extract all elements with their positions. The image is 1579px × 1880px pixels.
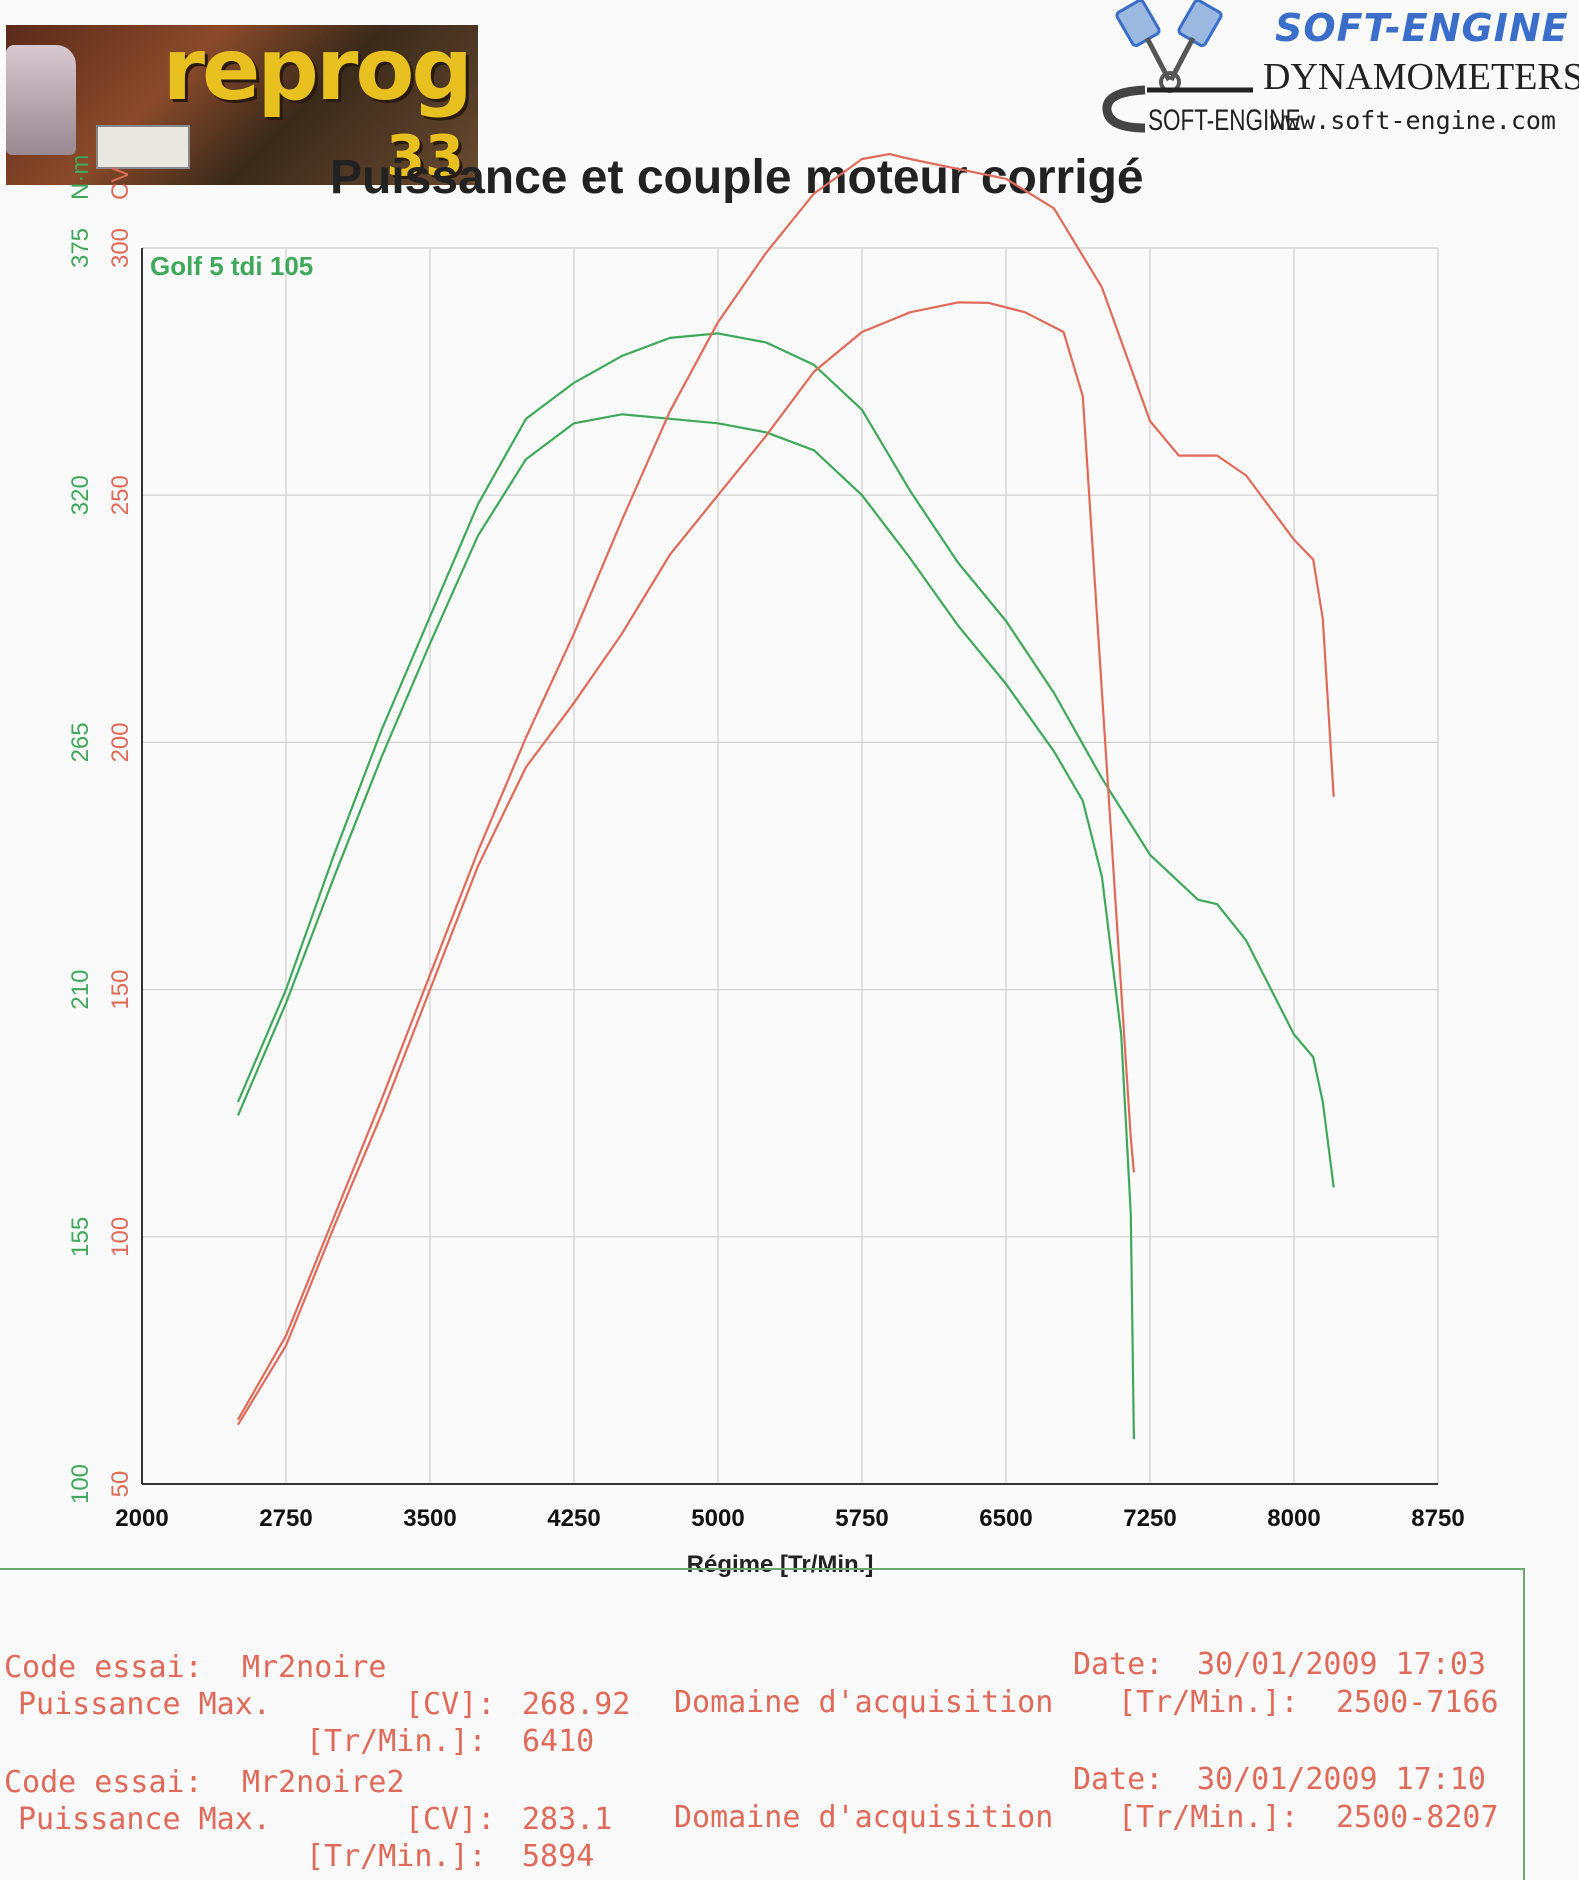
dyno-chart: 2000 2750 3500 4250 5000 5750 6500 7250 8000 8750…: [67, 153, 1465, 1578]
x-tick-label-8: 8000: [1267, 1505, 1320, 1532]
run1-code: Mr2noire: [242, 1650, 387, 1685]
brand-small: SOFT-ENGINE: [1148, 104, 1301, 137]
x-axis-label: Régime [Tr/Min.]: [687, 1551, 874, 1578]
x-axis-ticks: 2000 2750 3500 4250 5000 5750 6500 7250 8000 8750: [115, 1505, 1464, 1532]
y-torque-tick-label-1: 155: [67, 1217, 94, 1257]
x-tick-label-9: 8750: [1411, 1505, 1464, 1532]
run2-pmax-label: Puissance Max.: [18, 1802, 271, 1837]
y-power-tick-label-2: 150: [107, 970, 134, 1010]
car-photo: [6, 45, 76, 155]
power-curve-4: [237, 153, 1335, 1421]
x-tick-label-6: 6500: [979, 1505, 1032, 1532]
run2-domain: 2500-8207: [1336, 1800, 1499, 1835]
run2-domain-unit: [Tr/Min.]:: [1118, 1800, 1299, 1835]
run2-cv: 283.1: [522, 1802, 613, 1837]
run1-cv: 268.92: [522, 1687, 631, 1722]
pistons-icon: [1102, 0, 1253, 133]
run1-domain-label: Domaine d'acquisition: [674, 1685, 1054, 1720]
run1-date-label: Date:: [1073, 1647, 1164, 1682]
grid-lines: [141, 247, 1439, 1485]
reprog33-logo: reprog 33: [6, 25, 478, 185]
run2-code-label: Code essai:: [4, 1765, 203, 1800]
y-axis-torque-ticks: 100 155 210 265 320 375: [67, 228, 94, 1504]
run1-date: 30/01/2009 17:03: [1197, 1647, 1486, 1682]
logo-number: 33: [386, 124, 464, 185]
x-tick-label-2: 3500: [403, 1505, 456, 1532]
brand-url: www.soft-engine.com: [1270, 106, 1556, 135]
y-power-tick-label-5: 300: [107, 228, 134, 268]
y-power-tick-label-0: 50: [107, 1471, 134, 1498]
run1-code-label: Code essai:: [4, 1650, 203, 1685]
run1-rpm-label: [Tr/Min.]:: [306, 1724, 487, 1759]
run2-code: Mr2noire2: [242, 1765, 405, 1800]
chart-title: Puissance et couple moteur corrigé: [330, 151, 1144, 204]
chart-label: Golf 5 tdi 105: [150, 251, 313, 281]
y-axis-power-unit: CV: [107, 167, 134, 200]
x-tick-label-1: 2750: [259, 1505, 312, 1532]
power-curve-3: [237, 301, 1135, 1426]
y-axis-power-ticks: 50 100 150 200 250 300: [107, 228, 134, 1497]
y-torque-tick-label-2: 210: [67, 970, 94, 1010]
y-power-tick-label-4: 250: [107, 475, 134, 515]
x-tick-label-4: 5000: [691, 1505, 744, 1532]
x-tick-label-3: 4250: [547, 1505, 600, 1532]
run1-cv-label: [CV]:: [405, 1687, 496, 1722]
y-torque-tick-label-0: 100: [67, 1464, 94, 1504]
run2-date-label: Date:: [1073, 1762, 1164, 1797]
brand-name: SOFT-ENGINE: [1275, 6, 1569, 50]
x-tick-label-0: 2000: [115, 1505, 168, 1532]
run1-pmax-label: Puissance Max.: [18, 1687, 271, 1722]
y-torque-tick-label-5: 375: [67, 228, 94, 268]
x-tick-label-7: 7250: [1123, 1505, 1176, 1532]
torque-curve-1: [236, 413, 1135, 1440]
run2-cv-label: [CV]:: [405, 1802, 496, 1837]
ecu-board-photo: [96, 125, 190, 169]
run2-domain-label: Domaine d'acquisition: [674, 1800, 1054, 1835]
series-lines: [236, 153, 1335, 1440]
x-tick-label-5: 5750: [835, 1505, 888, 1532]
y-power-tick-label-1: 100: [107, 1217, 134, 1257]
torque-curve-2: [236, 332, 1335, 1188]
run2-rpm: 5894: [522, 1839, 595, 1874]
run1-domain-unit: [Tr/Min.]:: [1118, 1685, 1299, 1720]
plot-frame: [141, 248, 1438, 1485]
run1-rpm: 6410: [522, 1724, 595, 1759]
run2-date: 30/01/2009 17:10: [1197, 1762, 1486, 1797]
brand-subtitle: DYNAMOMETERS: [1263, 56, 1579, 98]
logo-text: reprog: [162, 25, 473, 120]
run1-domain: 2500-7166: [1336, 1685, 1499, 1720]
y-torque-tick-label-3: 265: [67, 722, 94, 762]
run2-rpm-label: [Tr/Min.]:: [306, 1839, 487, 1874]
results-panel: [0, 1568, 1525, 1880]
y-power-tick-label-3: 200: [107, 722, 134, 762]
y-axis-torque-unit: N·m: [67, 155, 94, 200]
y-torque-tick-label-4: 320: [67, 475, 94, 515]
